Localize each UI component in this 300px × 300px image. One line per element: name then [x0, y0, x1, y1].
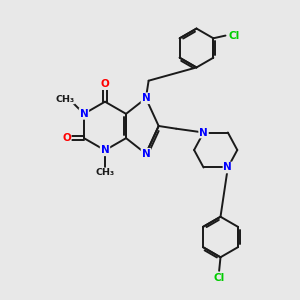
Text: CH₃: CH₃: [55, 94, 74, 103]
Text: N: N: [142, 93, 150, 103]
Text: Cl: Cl: [228, 31, 239, 40]
Text: Cl: Cl: [214, 273, 225, 283]
Text: N: N: [142, 149, 150, 159]
Text: N: N: [80, 109, 88, 119]
Text: N: N: [100, 145, 109, 155]
Text: N: N: [224, 163, 232, 172]
Text: CH₃: CH₃: [95, 168, 115, 177]
Text: N: N: [199, 128, 208, 137]
Text: O: O: [62, 133, 71, 143]
Text: O: O: [100, 79, 109, 89]
